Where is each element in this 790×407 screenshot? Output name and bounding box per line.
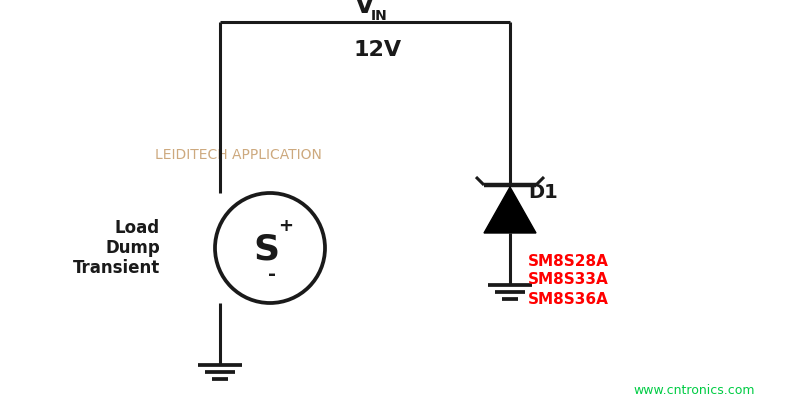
Text: SM8S28A: SM8S28A (528, 254, 609, 269)
Text: Transient: Transient (73, 259, 160, 277)
Text: IN: IN (371, 9, 388, 23)
Text: V: V (355, 0, 374, 18)
Text: S: S (253, 233, 279, 267)
Text: 12V: 12V (353, 40, 401, 60)
Text: SM8S33A: SM8S33A (528, 273, 609, 287)
Text: +: + (279, 217, 294, 235)
Text: -: - (268, 265, 276, 284)
Text: LEIDITECH APPLICATION: LEIDITECH APPLICATION (155, 148, 322, 162)
Text: D1: D1 (528, 184, 558, 203)
Text: Dump: Dump (105, 239, 160, 257)
Text: Load: Load (115, 219, 160, 237)
Text: www.cntronics.com: www.cntronics.com (634, 383, 755, 396)
Text: SM8S36A: SM8S36A (528, 291, 609, 306)
Polygon shape (484, 187, 536, 233)
